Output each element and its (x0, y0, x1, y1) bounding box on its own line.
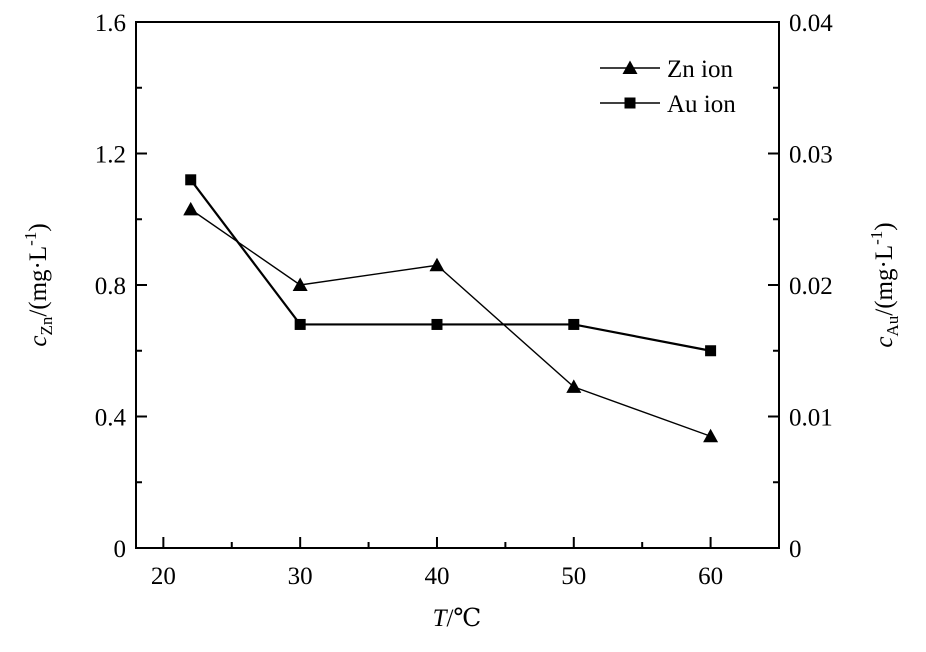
left-y-tick-label: 0.4 (95, 405, 127, 432)
right-axis-title: cAu/(mg·L-1) (867, 222, 902, 347)
right-axis-close: ) (871, 222, 898, 230)
data-point-triangle (183, 201, 199, 216)
x-tick-label: 60 (698, 563, 723, 590)
x-axis-unit: /℃ (446, 605, 481, 632)
x-axis-title: T/℃ (433, 605, 482, 632)
axis-ticks: 20 30 40 50 60 0 0.4 0.8 1.2 1.6 0 0.01 0.02 0.03 0.04 (95, 10, 834, 590)
x-tick-label: 20 (151, 563, 176, 590)
right-axis-exponent: -1 (867, 231, 886, 245)
left-axis-exponent: -1 (21, 232, 40, 246)
left-axis-unit: /(mg·L (25, 246, 52, 317)
right-y-tick-label: 0.02 (789, 273, 833, 300)
left-axis-title: cZn/(mg·L-1) (21, 223, 56, 346)
right-axis-variable: c (871, 337, 898, 348)
x-tick-label: 50 (561, 563, 586, 590)
left-axis-variable: c (25, 336, 52, 347)
data-point-triangle (566, 379, 582, 393)
left-y-tick-label: 1.6 (95, 10, 126, 37)
data-point-square (705, 345, 717, 357)
data-point-triangle (429, 257, 445, 272)
right-y-tick-label: 0 (789, 536, 802, 563)
series-markers (183, 174, 719, 443)
right-axis-subscript: Au (883, 315, 902, 336)
left-y-tick-label: 0.8 (95, 273, 126, 300)
series-line-triangle (190, 208, 711, 437)
right-y-tick-label: 0.03 (789, 142, 833, 169)
series-lines (189, 179, 711, 437)
left-axis-close: ) (25, 223, 52, 231)
right-y-tick-label: 0.04 (789, 10, 833, 37)
legend-label: Zn ion (667, 56, 733, 83)
left-axis-subscript: Zn (37, 316, 56, 335)
legend-marker (622, 60, 638, 74)
x-axis-variable: T (433, 605, 449, 632)
right-y-tick-label: 0.01 (789, 405, 833, 432)
data-point-square (294, 318, 306, 330)
x-tick-label: 40 (424, 563, 449, 590)
legend-label: Au ion (667, 91, 736, 118)
left-y-tick-label: 0 (114, 536, 127, 563)
series-line-square (189, 179, 711, 352)
x-tick-label: 30 (288, 563, 313, 590)
left-y-tick-label: 1.2 (95, 142, 126, 169)
data-point-square (431, 318, 443, 330)
right-axis-unit: /(mg·L (871, 245, 898, 316)
data-point-triangle (703, 428, 719, 443)
legend-marker (624, 97, 636, 109)
data-point-triangle (292, 277, 308, 291)
data-point-square (568, 318, 580, 330)
data-point-square (185, 174, 197, 186)
legend: Zn ion Au ion (600, 56, 736, 118)
